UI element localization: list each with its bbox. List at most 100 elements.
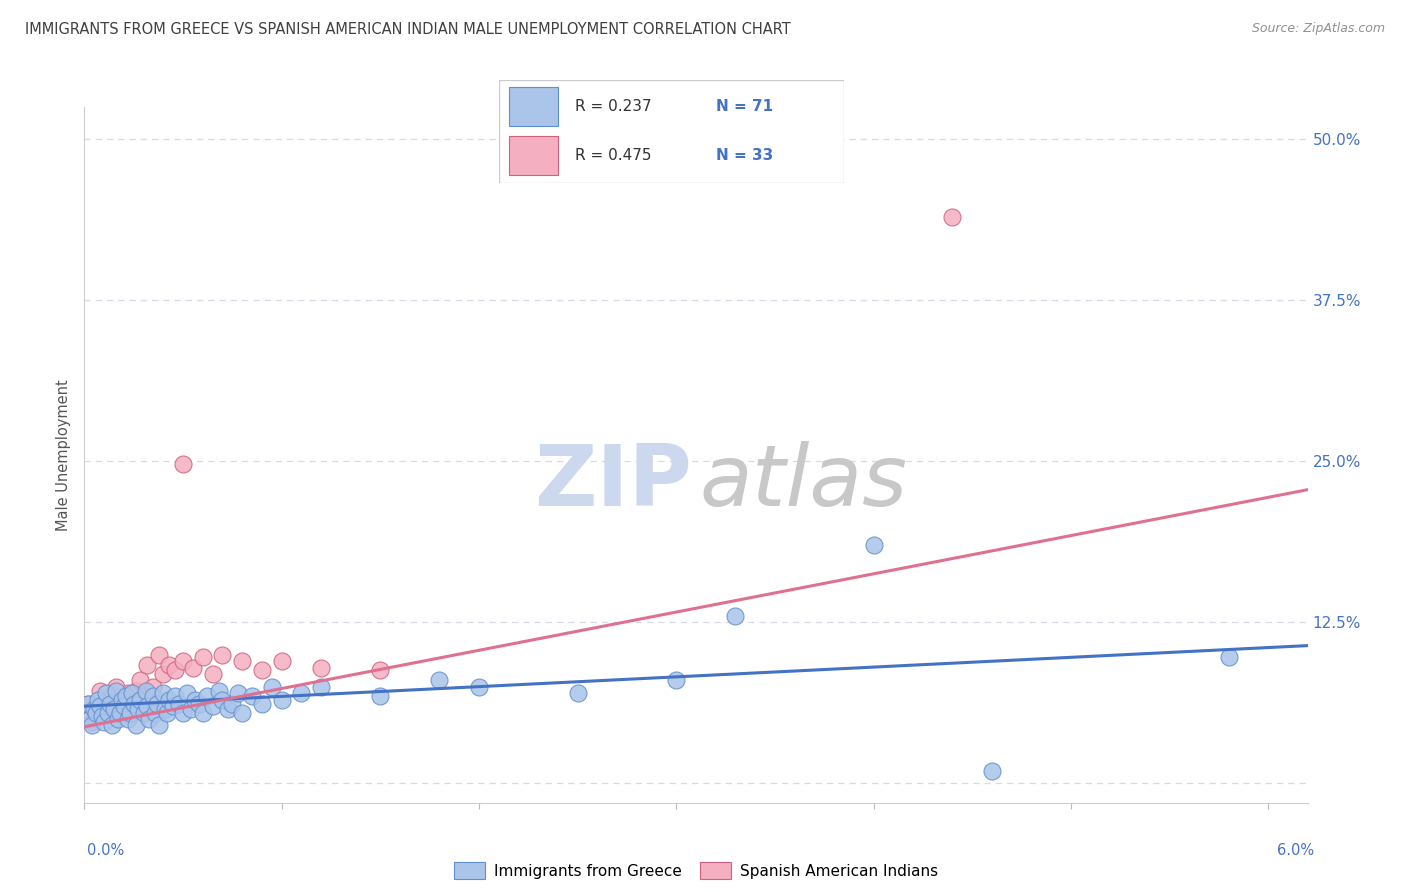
Point	[368, 663, 391, 677]
Point	[221, 697, 243, 711]
Point	[309, 680, 332, 694]
Point	[83, 702, 105, 716]
Point	[240, 689, 263, 703]
Point	[201, 667, 224, 681]
Text: atlas: atlas	[700, 442, 908, 524]
Point	[250, 697, 273, 711]
Point	[142, 689, 165, 703]
Point	[103, 702, 125, 716]
Point	[270, 654, 292, 668]
Point	[176, 686, 198, 700]
Point	[94, 686, 117, 700]
Point	[132, 706, 155, 720]
Text: R = 0.237: R = 0.237	[575, 99, 651, 114]
Point	[111, 692, 134, 706]
Point	[162, 699, 184, 714]
Point	[101, 718, 124, 732]
Point	[157, 657, 180, 672]
Point	[724, 609, 747, 624]
Point	[124, 683, 146, 698]
Legend: Immigrants from Greece, Spanish American Indians: Immigrants from Greece, Spanish American…	[449, 855, 943, 886]
Point	[165, 663, 187, 677]
Text: N = 71: N = 71	[716, 99, 773, 114]
Point	[155, 702, 177, 716]
Point	[211, 692, 233, 706]
Point	[93, 714, 115, 729]
Point	[128, 673, 150, 688]
Point	[172, 457, 194, 471]
Point	[152, 686, 174, 700]
Point	[108, 706, 131, 720]
Point	[128, 692, 150, 706]
Point	[112, 699, 135, 714]
Point	[145, 706, 167, 720]
Point	[135, 683, 157, 698]
Point	[191, 706, 214, 720]
Point	[108, 697, 131, 711]
Point	[127, 702, 149, 716]
Point	[217, 702, 239, 716]
Text: IMMIGRANTS FROM GREECE VS SPANISH AMERICAN INDIAN MALE UNEMPLOYMENT CORRELATION : IMMIGRANTS FROM GREECE VS SPANISH AMERIC…	[25, 22, 792, 37]
Point	[187, 697, 209, 711]
Point	[104, 683, 127, 698]
Point	[84, 702, 107, 716]
Point	[157, 692, 180, 706]
Point	[112, 702, 135, 716]
Point	[184, 692, 207, 706]
Point	[138, 712, 160, 726]
Point	[260, 680, 283, 694]
Point	[250, 663, 273, 677]
Point	[148, 648, 170, 662]
Point	[136, 657, 159, 672]
Point	[181, 660, 204, 674]
Point	[82, 718, 104, 732]
Point	[121, 692, 143, 706]
Point	[167, 697, 190, 711]
Point	[117, 686, 139, 700]
Point	[104, 680, 127, 694]
Point	[172, 706, 194, 720]
Point	[87, 692, 110, 706]
Point	[136, 699, 159, 714]
Point	[132, 689, 155, 703]
Point	[468, 680, 491, 694]
Point	[180, 702, 202, 716]
Point	[107, 712, 129, 726]
Point	[117, 712, 139, 726]
Point	[231, 706, 253, 720]
Point	[91, 709, 114, 723]
Point	[165, 689, 187, 703]
Point	[665, 673, 688, 688]
Point	[156, 706, 179, 720]
Point	[114, 689, 136, 703]
Point	[97, 706, 120, 720]
Point	[89, 683, 111, 698]
Point	[84, 706, 107, 720]
Point	[201, 699, 224, 714]
FancyBboxPatch shape	[499, 80, 844, 183]
Point	[98, 697, 121, 711]
Point	[122, 697, 145, 711]
Point	[148, 718, 170, 732]
Y-axis label: Male Unemployment: Male Unemployment	[56, 379, 72, 531]
Point	[211, 648, 233, 662]
Point	[172, 654, 194, 668]
Point	[941, 210, 963, 224]
Point	[79, 712, 101, 726]
Point	[980, 764, 1002, 778]
Point	[195, 689, 218, 703]
Point	[290, 686, 312, 700]
Point	[142, 680, 165, 694]
Text: Source: ZipAtlas.com: Source: ZipAtlas.com	[1251, 22, 1385, 36]
Point	[77, 697, 100, 711]
Point	[121, 686, 143, 700]
Point	[270, 692, 292, 706]
Point	[567, 686, 589, 700]
Point	[124, 718, 146, 732]
Point	[429, 673, 451, 688]
Bar	[509, 87, 558, 127]
Point	[862, 538, 884, 552]
Point	[97, 706, 120, 720]
Text: N = 33: N = 33	[716, 148, 773, 162]
Point	[191, 650, 214, 665]
